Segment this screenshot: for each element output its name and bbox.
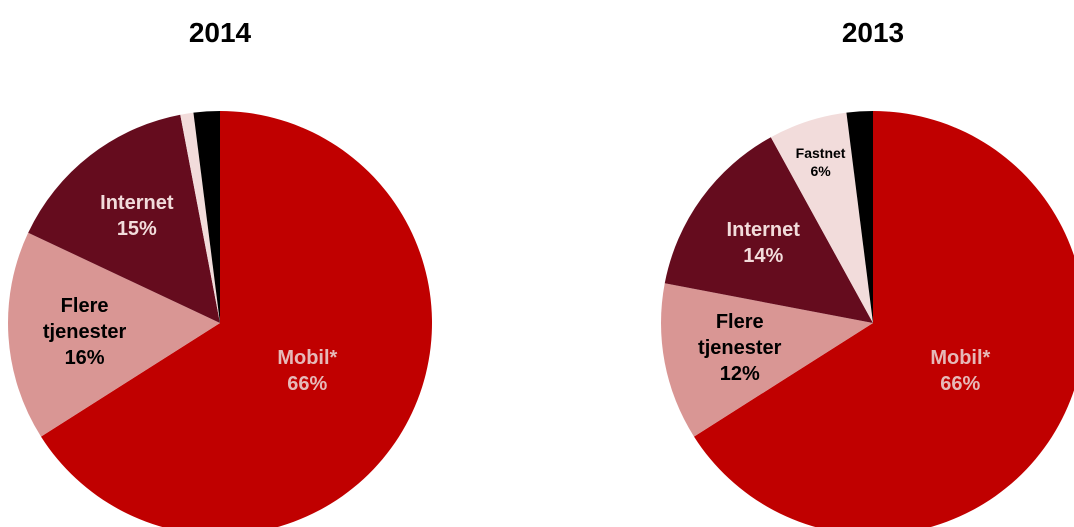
value-label: 6% [810, 162, 831, 179]
data-label: Fastnet 6% [766, 144, 876, 180]
pie-slice [28, 114, 220, 324]
category-label: Fastnet [795, 144, 846, 161]
category-label: Flere tjenester [698, 311, 782, 360]
data-label: Flere tjenester 16% [30, 293, 140, 371]
pie-slice [770, 112, 873, 323]
data-label: Internet 15% [82, 190, 192, 242]
value-label: 14% [743, 245, 784, 268]
value-label: 66% [287, 373, 328, 395]
data-label: Flere tjenester 12% [685, 309, 795, 387]
pie-slice [694, 111, 1074, 527]
chart-title: 2014 [189, 17, 252, 48]
data-label: Internet 14% [708, 217, 818, 269]
value-label: 12% [719, 363, 760, 386]
pie-slice [664, 137, 873, 323]
data-label: Mobil* 66% [905, 345, 1015, 397]
data-label: Mobil* 66% [252, 345, 362, 397]
category-label: Internet [726, 219, 800, 242]
category-label: Mobil* [930, 347, 991, 369]
category-label: Flere tjenester [42, 294, 127, 343]
value-label: 15% [116, 217, 157, 240]
value-label: 66% [940, 373, 981, 395]
pie-slice [7, 232, 220, 437]
pie-slice [180, 112, 220, 323]
value-label: 16% [64, 346, 105, 369]
chart-title: 2013 [842, 17, 904, 48]
pie-slice [661, 283, 873, 437]
category-label: Internet [100, 191, 174, 214]
pie-slice [846, 111, 873, 323]
category-label: Mobil* [277, 347, 338, 369]
pie-slice [41, 111, 432, 527]
pie-slice [193, 111, 220, 323]
